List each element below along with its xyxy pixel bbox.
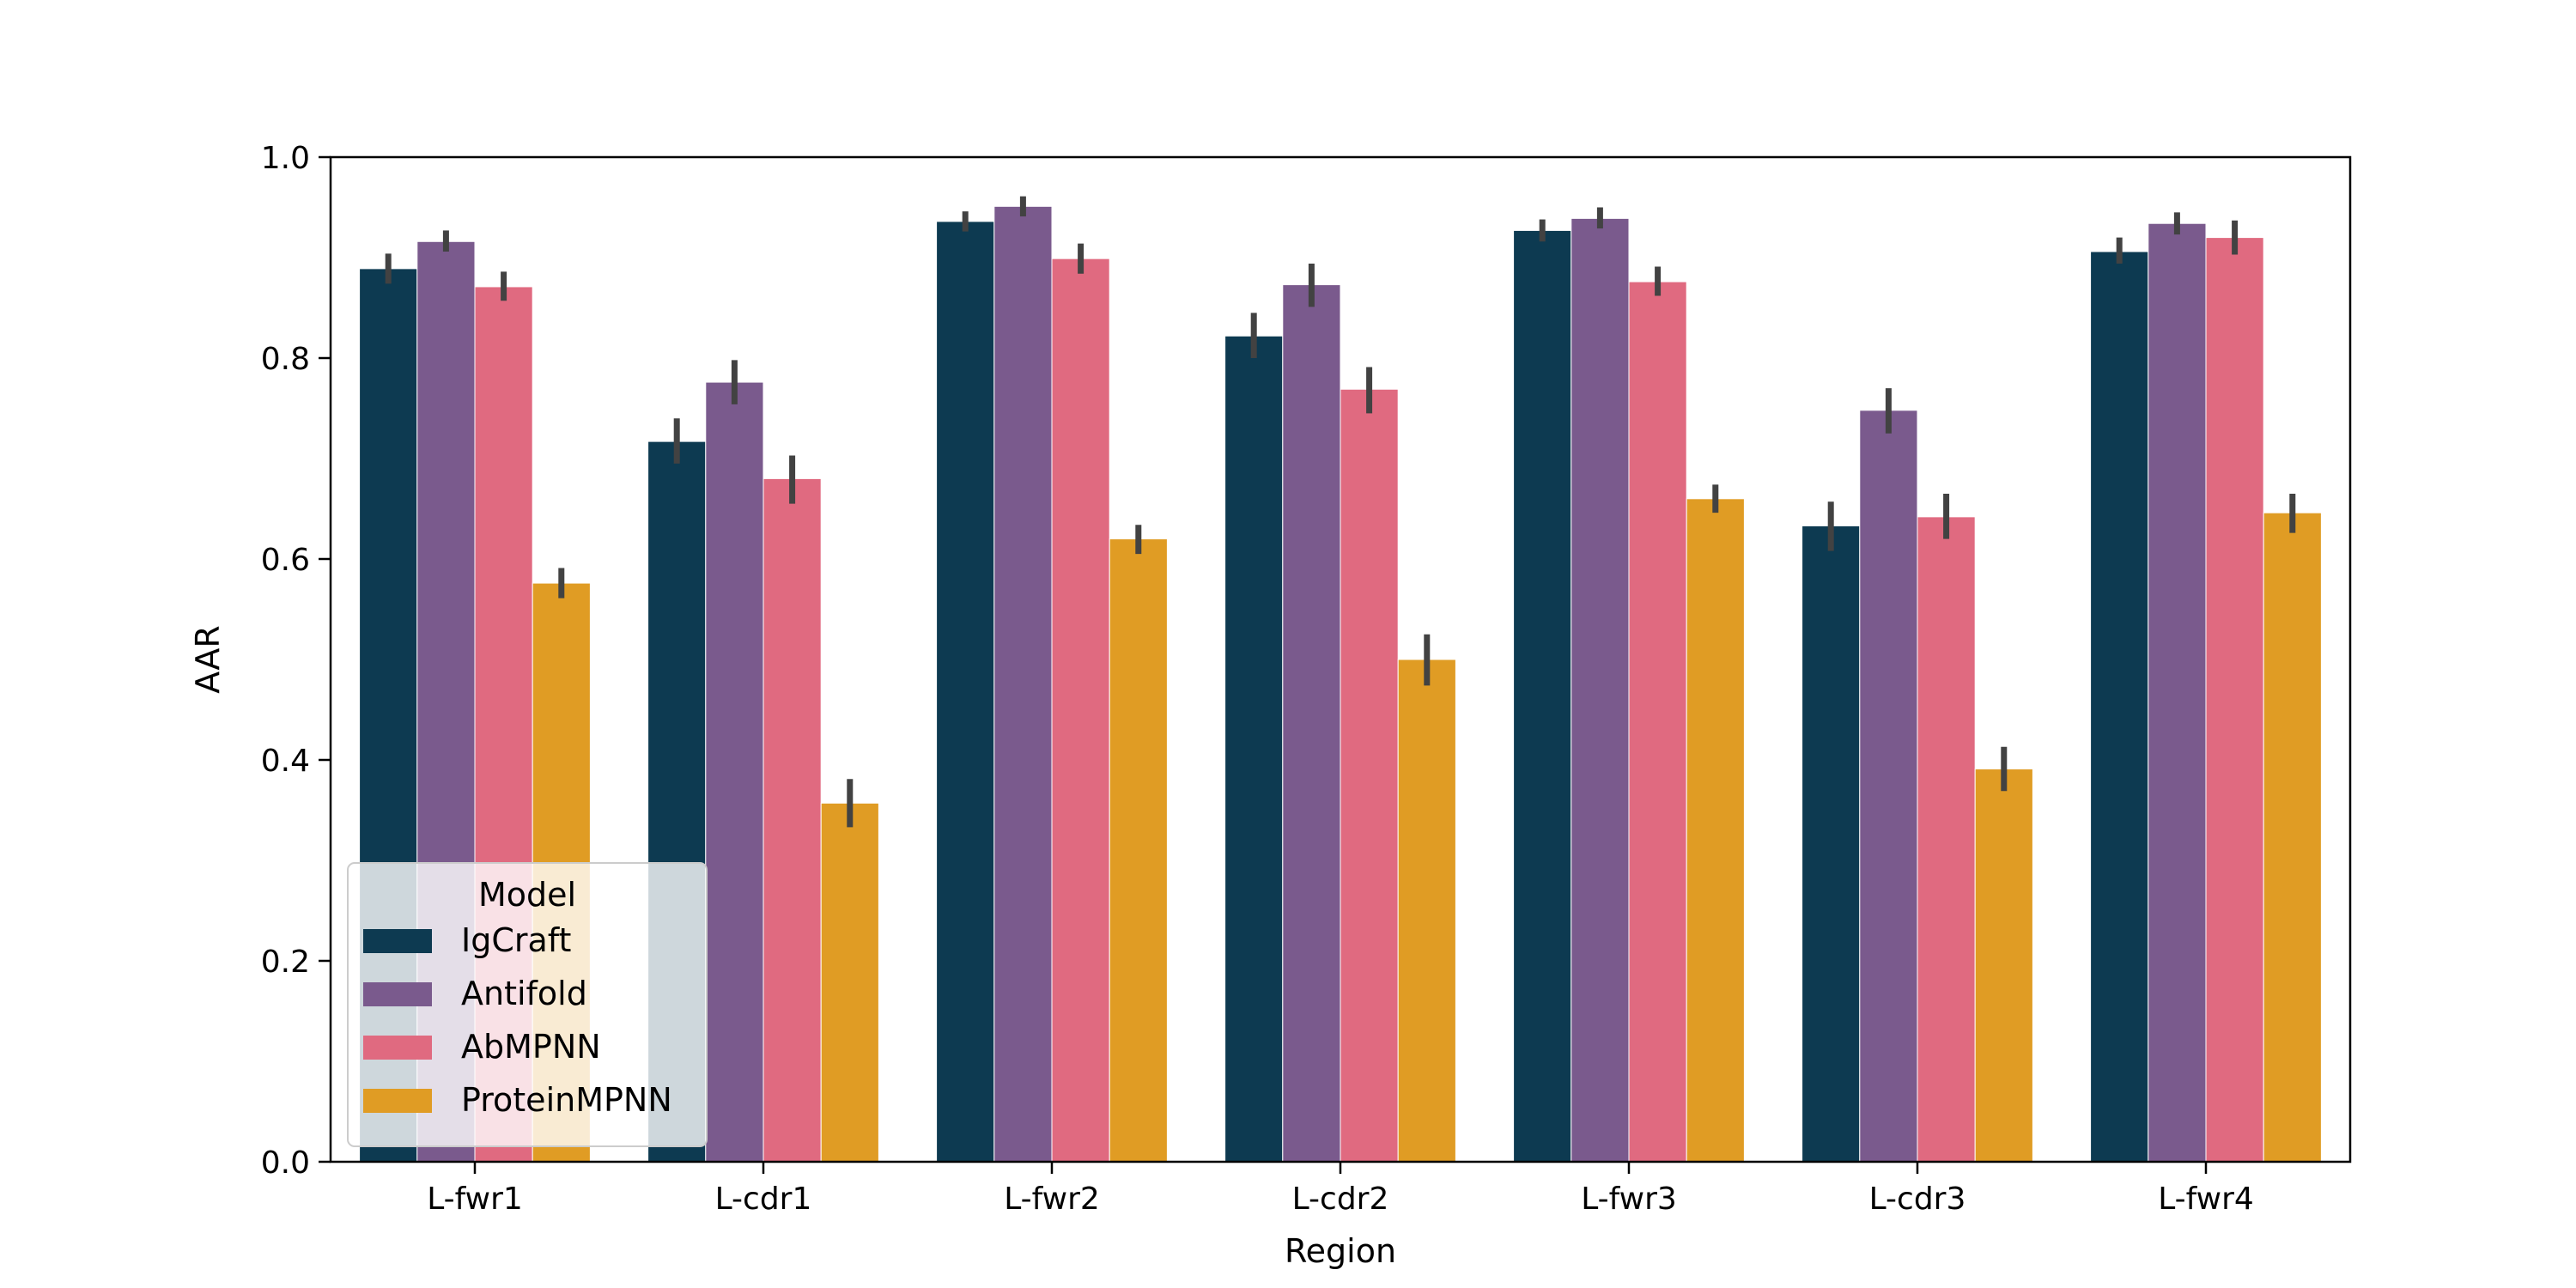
legend-swatch-antifold xyxy=(363,982,432,1006)
bar-proteinmpnn-l-fwr2 xyxy=(1109,538,1168,1163)
bar-igcraft-l-fwr2 xyxy=(936,221,995,1163)
y-axis-title: AAR xyxy=(189,625,227,693)
x-axis: L-fwr1 L-cdr1 L-fwr2 L-cdr2 L-fwr3 L-cdr3 L-fw… xyxy=(427,1162,2254,1217)
x-tick-label: L-fwr2 xyxy=(1004,1182,1100,1217)
bar-igcraft-l-cdr2 xyxy=(1224,335,1284,1163)
bar-igcraft-l-fwr4 xyxy=(2090,251,2149,1163)
y-tick-label: 0.4 xyxy=(261,744,310,779)
x-axis-title: Region xyxy=(1285,1232,1396,1270)
bar-proteinmpnn-l-cdr3 xyxy=(1974,769,2033,1163)
bar-igcraft-l-fwr3 xyxy=(1513,229,1572,1163)
x-tick-label: L-fwr1 xyxy=(427,1182,523,1217)
x-tick-label: L-fwr3 xyxy=(1581,1182,1677,1217)
legend-swatch-abmpnn xyxy=(363,1036,432,1060)
x-tick-label: L-fwr4 xyxy=(2158,1182,2254,1217)
y-tick-label: 0.6 xyxy=(261,543,310,578)
bar-antifold-l-cdr3 xyxy=(1859,410,1918,1163)
legend-label-proteinmpnn: ProteinMPNN xyxy=(461,1081,672,1119)
y-tick-label: 0.0 xyxy=(261,1145,310,1181)
bar-abmpnn-l-cdr1 xyxy=(762,477,822,1163)
bar-antifold-l-cdr1 xyxy=(705,381,764,1163)
error-bars-layer xyxy=(385,196,2296,828)
legend-box xyxy=(347,862,708,1147)
bar-antifold-l-cdr2 xyxy=(1282,284,1341,1163)
bars-layer xyxy=(359,205,2322,1163)
bar-proteinmpnn-l-cdr2 xyxy=(1397,659,1456,1163)
legend-swatch-proteinmpnn xyxy=(363,1089,432,1113)
legend-label-antifold: Antifold xyxy=(461,975,587,1012)
bar-proteinmpnn-l-fwr4 xyxy=(2263,512,2322,1163)
bar-abmpnn-l-cdr2 xyxy=(1340,388,1399,1163)
bar-antifold-l-fwr4 xyxy=(2148,222,2207,1163)
bar-abmpnn-l-cdr3 xyxy=(1917,516,1976,1163)
y-tick-label: 0.2 xyxy=(261,945,310,980)
bar-proteinmpnn-l-cdr1 xyxy=(820,802,879,1163)
legend-label-abmpnn: AbMPNN xyxy=(461,1028,601,1066)
legend-title: Model xyxy=(478,876,576,914)
bar-abmpnn-l-fwr4 xyxy=(2205,237,2264,1163)
legend-swatch-igcraft xyxy=(363,929,432,953)
bar-igcraft-l-cdr3 xyxy=(1801,525,1861,1163)
y-tick-label: 1.0 xyxy=(261,141,310,176)
legend-label-igcraft: IgCraft xyxy=(461,921,571,959)
bar-antifold-l-fwr3 xyxy=(1571,217,1630,1163)
x-tick-label: L-cdr3 xyxy=(1869,1182,1966,1217)
bar-abmpnn-l-fwr3 xyxy=(1628,281,1687,1163)
legend: Model IgCraft Antifold AbMPNN ProteinMPNN xyxy=(347,862,708,1147)
x-tick-label: L-cdr2 xyxy=(1292,1182,1389,1217)
bar-antifold-l-fwr2 xyxy=(993,205,1053,1163)
bar-abmpnn-l-fwr2 xyxy=(1051,258,1110,1163)
y-axis: 0.0 0.2 0.4 0.6 0.8 1.0 xyxy=(261,141,331,1181)
x-tick-label: L-cdr1 xyxy=(715,1182,812,1217)
bar-proteinmpnn-l-fwr3 xyxy=(1686,498,1745,1163)
y-tick-label: 0.8 xyxy=(261,342,310,377)
